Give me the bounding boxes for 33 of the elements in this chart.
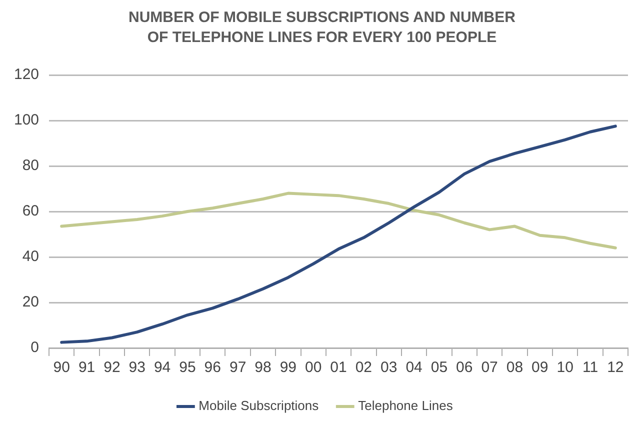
x-tick-label: 98 [254, 359, 272, 376]
x-tick-label: 09 [532, 359, 548, 376]
x-tick-label: 01 [330, 359, 347, 376]
x-tick-label: 95 [179, 359, 196, 376]
x-tick-label: 08 [506, 359, 524, 376]
x-tick-label: 93 [128, 359, 146, 376]
x-tick-label: 97 [229, 359, 246, 376]
y-tick-label: 120 [14, 66, 40, 84]
y-tick-label: 60 [22, 202, 40, 220]
x-tick-label: 11 [582, 359, 598, 376]
x-tick-label: 94 [154, 359, 171, 376]
x-tick-label: 07 [481, 359, 498, 376]
x-tick-label: 92 [104, 359, 120, 376]
x-tick-label: 05 [430, 359, 448, 376]
x-tick-label: 06 [456, 359, 473, 376]
y-tick-label: 100 [14, 112, 40, 129]
x-tick-label: 99 [280, 359, 297, 376]
x-tick-label: 10 [556, 359, 574, 376]
x-tick-label: 96 [204, 359, 221, 376]
x-tick-label: 04 [406, 359, 422, 376]
x-tick-label: 91 [78, 359, 96, 376]
y-tick-label: 40 [22, 248, 40, 266]
x-tick-label: 03 [380, 359, 398, 376]
chart-title: NUMBER OF MOBILE SUBSCRIPTIONS AND NUMBER OF TELEPHONE LINES FOR EVERY 100 PEOPLE [128, 8, 516, 48]
y-tick-label: 80 [22, 157, 40, 174]
legend-label: Mobile Subscriptions [198, 398, 320, 414]
y-tick-label: 0 [30, 339, 40, 356]
x-tick-label: 12 [607, 359, 624, 376]
x-tick-label: 00 [304, 359, 322, 376]
x-tick-label: 90 [53, 359, 70, 376]
legend-label: Telephone Lines [358, 398, 454, 414]
x-tick-label: 02 [355, 359, 372, 376]
y-tick-label: 20 [22, 294, 40, 311]
